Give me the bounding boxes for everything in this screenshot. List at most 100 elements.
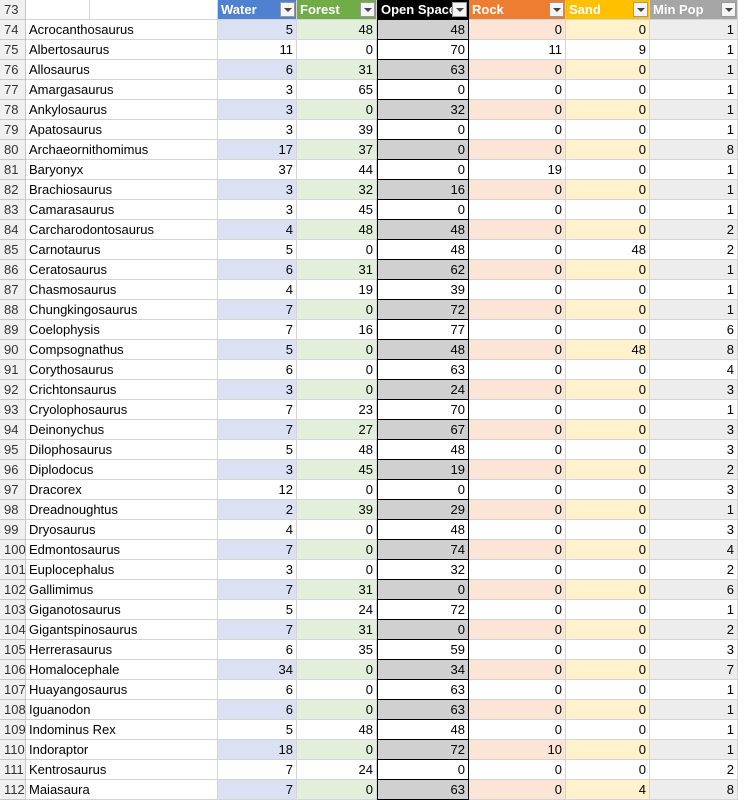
value-cell[interactable]: 0 (566, 400, 650, 420)
row-number[interactable]: 102 (0, 580, 26, 600)
value-cell[interactable]: 0 (469, 20, 566, 40)
value-cell[interactable]: 0 (469, 620, 566, 640)
value-cell[interactable]: 31 (297, 580, 377, 600)
row-number[interactable]: 86 (0, 260, 26, 280)
value-cell[interactable]: 39 (297, 120, 377, 140)
value-cell[interactable]: 31 (297, 60, 377, 80)
value-cell[interactable]: 0 (566, 720, 650, 740)
value-cell[interactable]: 5 (218, 440, 297, 460)
value-cell[interactable]: 2 (218, 500, 297, 520)
value-cell[interactable]: 5 (218, 600, 297, 620)
row-number[interactable]: 87 (0, 280, 26, 300)
value-cell[interactable]: 0 (566, 180, 650, 200)
value-cell[interactable]: 0 (566, 440, 650, 460)
value-cell[interactable]: 0 (566, 60, 650, 80)
value-cell[interactable]: 0 (469, 720, 566, 740)
value-cell[interactable]: 3 (218, 380, 297, 400)
row-number[interactable]: 103 (0, 600, 26, 620)
value-cell[interactable]: 0 (566, 280, 650, 300)
value-cell[interactable]: 0 (566, 120, 650, 140)
value-cell[interactable]: 1 (650, 720, 738, 740)
dinosaur-name[interactable]: Indominus Rex (26, 720, 218, 740)
dinosaur-name[interactable]: Crichtonsaurus (26, 380, 218, 400)
dinosaur-name[interactable]: Gallimimus (26, 580, 218, 600)
row-number[interactable]: 98 (0, 500, 26, 520)
row-number[interactable]: 80 (0, 140, 26, 160)
value-cell[interactable]: 0 (469, 560, 566, 580)
row-number[interactable]: 91 (0, 360, 26, 380)
row-number[interactable]: 99 (0, 520, 26, 540)
row-number[interactable]: 111 (0, 760, 26, 780)
row-number[interactable]: 78 (0, 100, 26, 120)
dinosaur-name[interactable]: Indoraptor (26, 740, 218, 760)
value-cell[interactable]: 4 (650, 540, 738, 560)
row-number[interactable]: 75 (0, 40, 26, 60)
value-cell[interactable]: 0 (566, 580, 650, 600)
value-cell[interactable]: 0 (469, 380, 566, 400)
row-number[interactable]: 96 (0, 460, 26, 480)
value-cell[interactable]: 35 (297, 640, 377, 660)
row-number[interactable]: 110 (0, 740, 26, 760)
value-cell[interactable]: 3 (218, 200, 297, 220)
dinosaur-name[interactable]: Dilophosaurus (26, 440, 218, 460)
value-cell[interactable]: 0 (469, 300, 566, 320)
value-cell[interactable]: 48 (377, 220, 469, 240)
value-cell[interactable]: 4 (218, 520, 297, 540)
dinosaur-name[interactable]: Homalocephale (26, 660, 218, 680)
dinosaur-name[interactable]: Archaeornithomimus (26, 140, 218, 160)
value-cell[interactable]: 0 (566, 680, 650, 700)
value-cell[interactable]: 0 (469, 700, 566, 720)
value-cell[interactable]: 6 (650, 580, 738, 600)
row-number[interactable]: 112 (0, 780, 26, 800)
dinosaur-name[interactable]: Diplodocus (26, 460, 218, 480)
value-cell[interactable]: 0 (469, 780, 566, 800)
value-cell[interactable]: 48 (377, 340, 469, 360)
value-cell[interactable]: 27 (297, 420, 377, 440)
value-cell[interactable]: 5 (218, 340, 297, 360)
value-cell[interactable]: 0 (566, 700, 650, 720)
dinosaur-name[interactable]: Brachiosaurus (26, 180, 218, 200)
row-number[interactable]: 108 (0, 700, 26, 720)
value-cell[interactable]: 1 (650, 40, 738, 60)
value-cell[interactable]: 72 (377, 300, 469, 320)
value-cell[interactable]: 7 (218, 300, 297, 320)
value-cell[interactable]: 70 (377, 400, 469, 420)
value-cell[interactable]: 2 (650, 460, 738, 480)
row-number[interactable]: 79 (0, 120, 26, 140)
value-cell[interactable]: 48 (297, 720, 377, 740)
value-cell[interactable]: 6 (218, 700, 297, 720)
value-cell[interactable]: 1 (650, 160, 738, 180)
filter-button[interactable] (360, 2, 375, 17)
value-cell[interactable]: 0 (469, 640, 566, 660)
value-cell[interactable]: 19 (469, 160, 566, 180)
value-cell[interactable]: 1 (650, 280, 738, 300)
value-cell[interactable]: 0 (469, 400, 566, 420)
row-number[interactable]: 76 (0, 60, 26, 80)
value-cell[interactable]: 48 (377, 440, 469, 460)
dinosaur-name[interactable]: Maiasaura (26, 780, 218, 800)
value-cell[interactable]: 17 (218, 140, 297, 160)
dinosaur-name[interactable]: Carnotaurus (26, 240, 218, 260)
value-cell[interactable]: 0 (566, 500, 650, 520)
value-cell[interactable]: 0 (469, 340, 566, 360)
value-cell[interactable]: 63 (377, 780, 469, 800)
row-number[interactable]: 85 (0, 240, 26, 260)
value-cell[interactable]: 0 (566, 600, 650, 620)
value-cell[interactable]: 3 (218, 180, 297, 200)
dinosaur-name[interactable]: Baryonyx (26, 160, 218, 180)
dinosaur-name[interactable]: Iguanodon (26, 700, 218, 720)
dinosaur-name[interactable]: Deinonychus (26, 420, 218, 440)
value-cell[interactable]: 0 (377, 760, 469, 780)
value-cell[interactable]: 3 (218, 460, 297, 480)
row-number[interactable]: 105 (0, 640, 26, 660)
value-cell[interactable]: 70 (377, 40, 469, 60)
value-cell[interactable]: 7 (218, 780, 297, 800)
value-cell[interactable]: 48 (297, 220, 377, 240)
value-cell[interactable]: 0 (469, 760, 566, 780)
value-cell[interactable]: 0 (377, 160, 469, 180)
value-cell[interactable]: 1 (650, 20, 738, 40)
value-cell[interactable]: 7 (218, 620, 297, 640)
value-cell[interactable]: 62 (377, 260, 469, 280)
dinosaur-name[interactable]: Albertosaurus (26, 40, 218, 60)
dinosaur-name[interactable]: Huayangosaurus (26, 680, 218, 700)
